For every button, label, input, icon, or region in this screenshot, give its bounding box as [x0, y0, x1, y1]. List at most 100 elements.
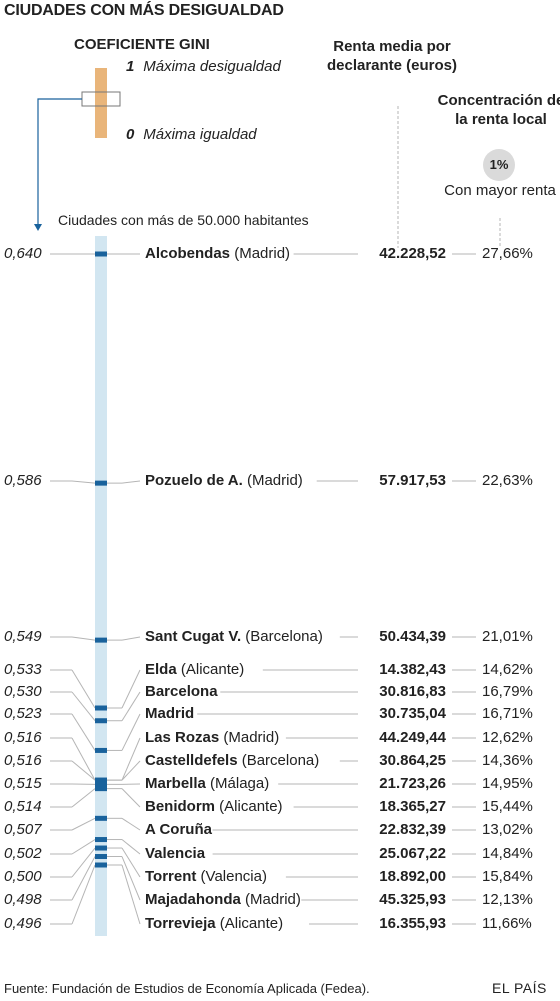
city-region: (Barcelona) — [241, 628, 323, 645]
concentration-value: 15,84% — [482, 868, 533, 885]
city-name: Marbella — [145, 775, 206, 792]
concentration-value: 14,84% — [482, 845, 533, 862]
gini-mark — [95, 854, 107, 860]
gini-label: 0,516 — [4, 729, 42, 746]
chart-title: CIUDADES CON MÁS DESIGUALDAD — [4, 2, 284, 19]
renta-value: 18.365,27 — [379, 798, 446, 815]
top-percent-caption: Con mayor renta — [444, 182, 556, 199]
city-name: Torrent — [145, 868, 197, 885]
concentration-value: 12,62% — [482, 729, 533, 746]
city-label: Alcobendas (Madrid) — [145, 245, 290, 263]
city-name: Torrevieja — [145, 915, 216, 932]
gini-mark — [95, 747, 107, 753]
gini-label: 0,640 — [4, 245, 42, 262]
legend-min: 0 Máxima igualdad — [126, 126, 257, 144]
concentration-value: 13,02% — [482, 821, 533, 838]
gini-label: 0,533 — [4, 661, 42, 678]
city-label: Marbella (Málaga) — [145, 775, 269, 793]
city-name: Benidorm — [145, 798, 216, 815]
city-name: Valencia — [145, 845, 206, 862]
legend-graphic — [34, 68, 121, 231]
city-leader — [121, 856, 141, 901]
city-leader — [121, 713, 141, 751]
gini-mark — [95, 845, 107, 851]
city-name: Madrid — [145, 705, 195, 722]
gini-mark — [95, 718, 107, 724]
city-name: Majadahonda — [145, 891, 241, 908]
city-label: Pozuelo de A. (Madrid) — [145, 472, 303, 490]
gini-mark — [95, 781, 107, 787]
renta-value: 44.249,44 — [379, 729, 446, 746]
gini-label: 0,500 — [4, 868, 42, 885]
city-label: Elda (Alicante) — [145, 661, 244, 679]
concentration-value: 14,95% — [482, 775, 533, 792]
gini-mark — [95, 705, 107, 711]
city-leader — [121, 788, 141, 808]
legend-title: COEFICIENTE GINI — [74, 36, 210, 53]
gini-mark — [95, 480, 107, 486]
concentration-value: 11,66% — [482, 915, 532, 932]
city-leader — [121, 760, 141, 781]
gini-label: 0,498 — [4, 891, 42, 908]
gini-label: 0,549 — [4, 628, 42, 645]
gini-mark — [95, 862, 107, 868]
gini-leader — [71, 847, 96, 878]
city-region: (Madrid) — [242, 472, 303, 489]
gini-leader — [71, 737, 96, 781]
gini-marks — [95, 251, 107, 868]
legend-bar — [95, 68, 107, 138]
renta-value: 21.723,26 — [379, 775, 446, 792]
chart-subtitle: Ciudades con más de 50.000 habitantes — [58, 212, 309, 228]
city-leader — [121, 480, 141, 484]
legend-arrow-head — [34, 224, 42, 231]
city-label: Las Rozas (Madrid) — [145, 729, 279, 747]
gini-leader — [71, 636, 96, 641]
city-region: (Barcelona) — [237, 752, 320, 769]
city-name: Alcobendas — [145, 245, 231, 262]
renta-value: 45.325,93 — [379, 891, 446, 908]
legend-max: 1 Máxima desigualdad — [126, 58, 281, 76]
city-region: (Madrid) — [219, 729, 280, 746]
concentration-value: 12,13% — [482, 891, 533, 908]
city-label: Majadahonda (Madrid) — [145, 891, 301, 909]
city-name: Barcelona — [145, 683, 218, 700]
gini-label: 0,523 — [4, 705, 42, 722]
gini-leader — [71, 713, 96, 751]
legend-min-value: 0 — [126, 126, 135, 143]
renta-column-header: Renta media por declarante (euros) — [326, 38, 458, 74]
city-label: Barcelona — [145, 683, 218, 701]
gini-label: 0,496 — [4, 915, 42, 932]
city-leader — [121, 669, 141, 709]
city-name: Pozuelo de A. — [145, 472, 243, 489]
city-label: Torrent (Valencia) — [145, 868, 267, 886]
renta-value: 30.864,25 — [379, 752, 446, 769]
city-label: Valencia — [145, 845, 205, 863]
city-name: Castelldefels — [145, 752, 238, 769]
gini-mark — [95, 637, 107, 643]
gini-leader — [71, 480, 96, 484]
concentration-column-header: Concentración de la renta local — [437, 92, 560, 128]
legend-arrow-line — [37, 98, 82, 225]
city-name: Elda — [145, 661, 177, 678]
gini-label: 0,586 — [4, 472, 42, 489]
city-name: A Coruña — [145, 821, 212, 838]
city-label: Sant Cugat V. (Barcelona) — [145, 628, 323, 646]
renta-value: 18.892,00 — [379, 868, 446, 885]
gini-label: 0,515 — [4, 775, 42, 792]
renta-value: 16.355,93 — [379, 915, 446, 932]
gini-mark — [95, 251, 107, 257]
concentration-value: 16,79% — [482, 683, 533, 700]
renta-value: 30.735,04 — [379, 705, 446, 722]
gini-leader — [71, 788, 96, 808]
city-label: Castelldefels (Barcelona) — [145, 752, 319, 770]
concentration-value: 14,36% — [482, 752, 533, 769]
gini-leader — [71, 669, 96, 709]
gini-label: 0,514 — [4, 798, 42, 815]
leader-lines — [50, 253, 476, 925]
city-label: A Coruña — [145, 821, 212, 839]
city-name: Sant Cugat V. — [145, 628, 242, 645]
city-region: (Valencia) — [196, 868, 267, 885]
brand-logo: EL PAÍS — [492, 980, 547, 996]
gini-leader — [71, 691, 96, 722]
